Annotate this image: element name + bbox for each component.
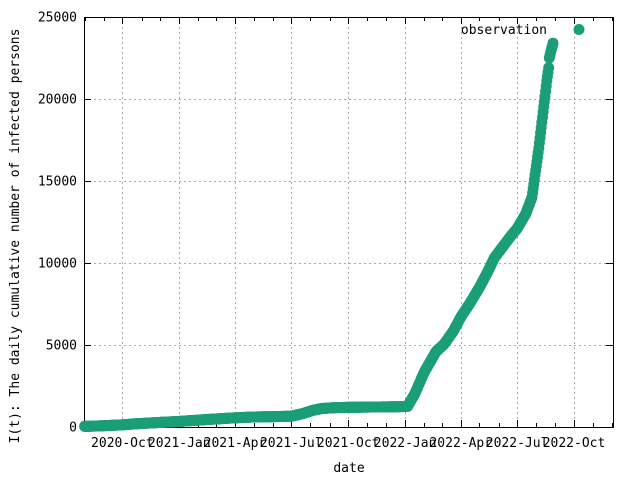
x-tick-label: 2021-Jul — [260, 436, 323, 451]
x-tick-label: 2021-Apr — [204, 436, 267, 451]
legend-label: observation — [461, 23, 547, 38]
chart-generated-layers: 0 5000 10000 15000 20000 25000 2020-Oct2021-Ja… — [38, 11, 614, 451]
x-tick-label: 2021-Oct — [317, 436, 380, 451]
x-tick-label: 2022-Apr — [429, 436, 492, 451]
grid — [84, 17, 613, 427]
y-ticks — [84, 17, 613, 428]
x-tick-label: 2022-Jan — [374, 436, 437, 451]
y-tick-labels: 0 5000 10000 15000 20000 25000 — [38, 11, 77, 436]
data-series-observation — [79, 37, 559, 432]
x-tick-label: 2022-Jul — [486, 436, 549, 451]
x-tick-label: 2021-Jan — [148, 436, 211, 451]
x-axis-title: date — [333, 461, 364, 476]
y-tick-label: 25000 — [38, 11, 77, 26]
y-tick-label: 15000 — [38, 175, 77, 190]
y-tick-label: 20000 — [38, 93, 77, 108]
x-tick-labels: 2020-Oct2021-Jan2021-Apr2021-Jul2021-Oct… — [91, 436, 605, 451]
legend-marker-icon — [573, 24, 585, 35]
x-tick-label: 2020-Oct — [91, 436, 154, 451]
y-tick-label: 10000 — [38, 257, 77, 272]
y-tick-label: 5000 — [46, 339, 77, 354]
y-tick-label: 0 — [69, 421, 77, 436]
legend — [573, 24, 585, 35]
x-tick-label: 2022-Oct — [543, 436, 606, 451]
y-axis-title: I(t): The daily cumulative number of inf… — [8, 29, 23, 444]
